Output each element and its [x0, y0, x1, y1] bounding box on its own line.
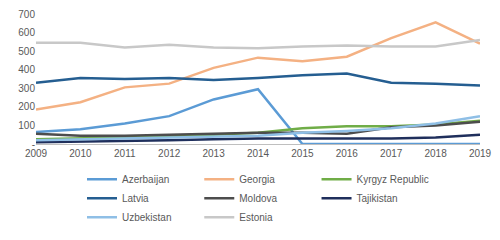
svg-text:2017: 2017 [380, 148, 403, 159]
svg-text:2011: 2011 [114, 148, 136, 159]
svg-text:400: 400 [18, 64, 35, 75]
svg-text:Latvia: Latvia [122, 193, 149, 204]
svg-text:700: 700 [18, 9, 35, 20]
svg-text:2014: 2014 [247, 148, 270, 159]
svg-text:Georgia: Georgia [239, 174, 275, 185]
svg-text:100: 100 [18, 120, 35, 131]
svg-text:2018: 2018 [424, 148, 447, 159]
svg-text:2012: 2012 [158, 148, 181, 159]
svg-text:500: 500 [18, 46, 35, 57]
svg-text:Estonia: Estonia [239, 212, 273, 223]
svg-text:600: 600 [18, 27, 35, 38]
svg-text:Azerbaijan: Azerbaijan [122, 174, 169, 185]
svg-text:200: 200 [18, 101, 35, 112]
svg-text:2016: 2016 [336, 148, 359, 159]
svg-text:2013: 2013 [202, 148, 225, 159]
svg-text:2019: 2019 [469, 148, 492, 159]
svg-text:Kyrgyz Republic: Kyrgyz Republic [357, 174, 429, 185]
svg-text:Tajikistan: Tajikistan [357, 193, 398, 204]
svg-text:-: - [32, 139, 35, 150]
svg-text:300: 300 [18, 83, 35, 94]
svg-text:2015: 2015 [291, 148, 314, 159]
svg-text:2009: 2009 [25, 148, 48, 159]
svg-text:Uzbekistan: Uzbekistan [122, 212, 171, 223]
svg-text:Moldova: Moldova [239, 193, 277, 204]
svg-text:2010: 2010 [69, 148, 92, 159]
